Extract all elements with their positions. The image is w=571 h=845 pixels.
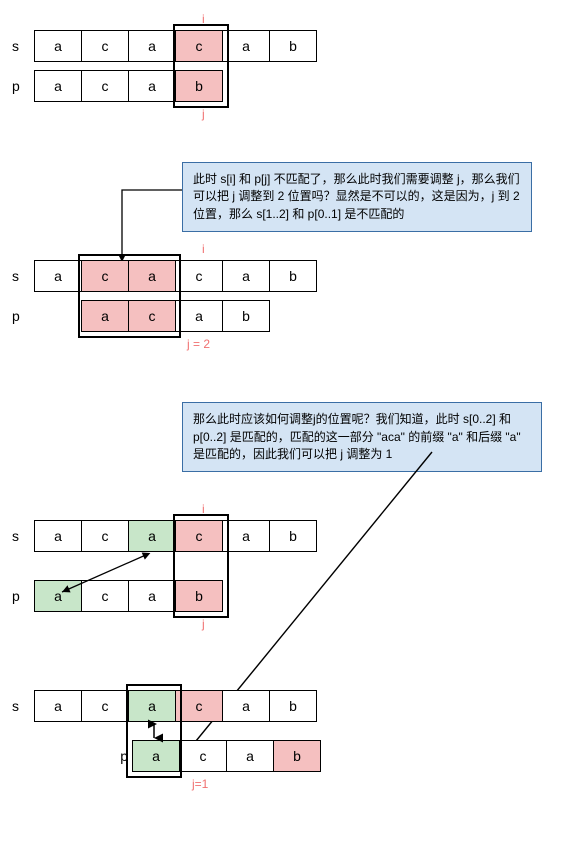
i-label: i xyxy=(202,12,205,26)
array-cell: b xyxy=(273,740,321,772)
stage-2: i s acacab p acab j = 2 xyxy=(12,242,559,362)
s-label: s xyxy=(12,528,34,544)
j-label: j = 2 xyxy=(187,337,210,351)
array-cell: b xyxy=(269,520,317,552)
stage-3: i s acacab p acab j xyxy=(12,502,559,642)
j-label: j xyxy=(202,617,205,631)
array-cell: a xyxy=(128,580,176,612)
array-cell: c xyxy=(81,520,129,552)
array-cell: a xyxy=(128,520,176,552)
array-cell: a xyxy=(222,30,270,62)
array-cell: c xyxy=(81,260,129,292)
array-cell: c xyxy=(175,520,223,552)
p-label: p xyxy=(12,78,34,94)
array-cell: c xyxy=(175,30,223,62)
note-2: 那么此时应该如何调整j的位置呢？我们知道，此时 s[0..2] 和 p[0..2… xyxy=(182,402,542,472)
p-label: p xyxy=(12,308,34,324)
stage-4: s acacab p acab j=1 xyxy=(12,672,559,802)
array-cell: a xyxy=(128,690,176,722)
p-label: p xyxy=(104,748,132,764)
array-cell: a xyxy=(128,70,176,102)
array-cell: b xyxy=(175,70,223,102)
i-label: i xyxy=(202,242,205,256)
i-label: i xyxy=(202,502,205,516)
p-row: p acab xyxy=(12,70,223,102)
array-cell: c xyxy=(175,690,223,722)
array-cell: c xyxy=(128,300,176,332)
p-row: p acab xyxy=(12,580,223,612)
s-row: s acacab xyxy=(12,520,317,552)
array-cell: b xyxy=(222,300,270,332)
j-label: j xyxy=(202,107,205,121)
array-cell: c xyxy=(81,580,129,612)
array-cell: a xyxy=(132,740,180,772)
array-cell: b xyxy=(269,690,317,722)
s-row: s acacab xyxy=(12,690,317,722)
p-label: p xyxy=(12,588,34,604)
array-cell: b xyxy=(175,580,223,612)
array-cell: a xyxy=(34,30,82,62)
s-label: s xyxy=(12,38,34,54)
array-cell: a xyxy=(222,520,270,552)
array-cell: a xyxy=(34,260,82,292)
array-cell: a xyxy=(34,690,82,722)
array-cell: a xyxy=(34,520,82,552)
array-cell: c xyxy=(81,70,129,102)
s-label: s xyxy=(12,698,34,714)
p-row: p acab xyxy=(12,300,270,332)
s-row: s acacab xyxy=(12,30,317,62)
p-row: p acab xyxy=(12,740,321,772)
array-cell: a xyxy=(128,260,176,292)
s-label: s xyxy=(12,268,34,284)
array-cell: a xyxy=(222,260,270,292)
array-cell: a xyxy=(34,70,82,102)
array-cell: c xyxy=(179,740,227,772)
array-cell: b xyxy=(269,260,317,292)
stage-1: i s acacab p acab j xyxy=(12,12,559,132)
array-cell: a xyxy=(222,690,270,722)
array-cell: a xyxy=(81,300,129,332)
note-1: 此时 s[i] 和 p[j] 不匹配了，那么此时我们需要调整 j，那么我们可以把… xyxy=(182,162,532,232)
array-cell: a xyxy=(128,30,176,62)
array-cell: b xyxy=(269,30,317,62)
j-label: j=1 xyxy=(192,777,208,791)
array-cell: a xyxy=(226,740,274,772)
array-cell: a xyxy=(175,300,223,332)
array-cell: c xyxy=(175,260,223,292)
array-cell: a xyxy=(34,580,82,612)
s-row: s acacab xyxy=(12,260,317,292)
array-cell: c xyxy=(81,690,129,722)
array-cell: c xyxy=(81,30,129,62)
